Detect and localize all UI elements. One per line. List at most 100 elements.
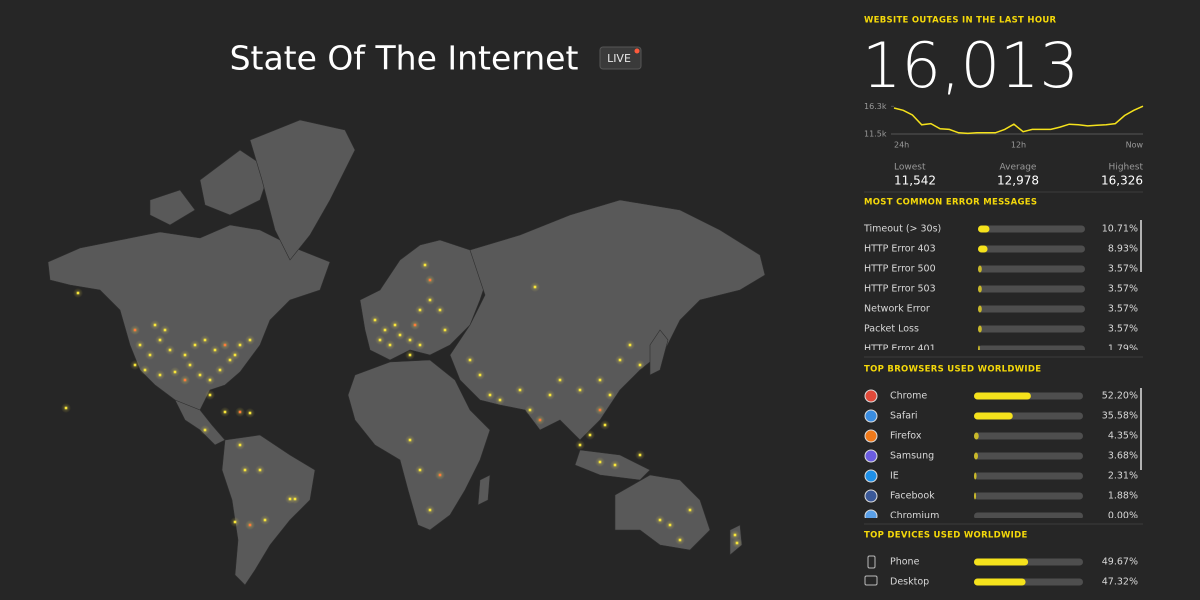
outage-dot bbox=[238, 410, 242, 414]
row-value: 8.93% bbox=[1108, 244, 1138, 255]
bar bbox=[978, 325, 982, 333]
bar bbox=[978, 225, 990, 233]
outage-dot bbox=[373, 318, 377, 322]
outage-dot bbox=[678, 538, 682, 542]
list-row[interactable]: Timeout (> 30s) 10.71% bbox=[863, 224, 1138, 235]
outage-dot bbox=[428, 278, 432, 282]
device-icon bbox=[867, 555, 876, 569]
list-row[interactable]: Safari 35.58% bbox=[864, 409, 1138, 423]
error-list[interactable]: Timeout (> 30s) 10.71% HTTP Error 403 8.93%… bbox=[863, 224, 1138, 355]
outage-dot bbox=[668, 523, 672, 527]
outage-dot bbox=[413, 323, 417, 327]
side-panel: WEBSITE OUTAGES IN THE LAST HOUR 16,013 … bbox=[862, 16, 1143, 588]
outage-dot bbox=[558, 378, 562, 382]
list-row[interactable]: Network Error 3.57% bbox=[864, 304, 1138, 315]
outage-dot bbox=[148, 353, 152, 357]
outage-dot bbox=[538, 418, 542, 422]
row-value: 3.57% bbox=[1108, 264, 1138, 275]
outage-dot bbox=[613, 463, 617, 467]
north-america bbox=[47, 224, 331, 416]
list-row[interactable]: Phone 49.67% bbox=[867, 555, 1138, 569]
outage-dot bbox=[443, 328, 447, 332]
bar bbox=[974, 432, 979, 440]
row-value: 1.79% bbox=[1108, 344, 1138, 355]
section-heading: WEBSITE OUTAGES IN THE LAST HOUR bbox=[864, 16, 1057, 26]
outage-dot bbox=[203, 338, 207, 342]
live-badge bbox=[599, 46, 642, 70]
row-label: Desktop bbox=[890, 577, 929, 588]
list-row[interactable]: HTTP Error 500 3.57% bbox=[864, 264, 1138, 275]
world-map bbox=[47, 119, 766, 586]
outage-dot bbox=[408, 338, 412, 342]
list-row[interactable]: HTTP Error 403 8.93% bbox=[864, 244, 1138, 255]
bar bbox=[974, 452, 979, 460]
outage-dot bbox=[248, 411, 252, 415]
japan bbox=[649, 329, 669, 376]
page-title: State Of The Internet bbox=[230, 39, 579, 78]
list-row[interactable]: Desktop 47.32% bbox=[864, 575, 1138, 588]
bar bbox=[978, 305, 982, 313]
outage-dot bbox=[548, 393, 552, 397]
outage-dot bbox=[208, 393, 212, 397]
outage-dot bbox=[393, 323, 397, 327]
outage-dot bbox=[598, 408, 602, 412]
australia bbox=[614, 474, 711, 551]
outage-dot bbox=[638, 363, 642, 367]
outage-dot bbox=[598, 378, 602, 382]
list-row[interactable]: Chromium 0.00% bbox=[864, 509, 1138, 522]
outage-dot bbox=[478, 373, 482, 377]
outage-dot bbox=[618, 358, 622, 362]
y-tick-label: 16.3k bbox=[864, 102, 887, 111]
section-heading: TOP BROWSERS USED WORLDWIDE bbox=[864, 365, 1041, 375]
list-row[interactable]: Samsung 3.68% bbox=[864, 449, 1138, 463]
bar-track bbox=[974, 472, 1083, 480]
row-label: Facebook bbox=[890, 491, 935, 502]
bar bbox=[974, 392, 1031, 400]
device-list[interactable]: Phone 49.67% Desktop 47.32% bbox=[864, 555, 1138, 588]
outage-dot bbox=[183, 353, 187, 357]
outage-dot bbox=[238, 443, 242, 447]
row-value: 49.67% bbox=[1102, 557, 1138, 568]
row-label: Firefox bbox=[890, 431, 922, 442]
outage-dot bbox=[733, 533, 737, 537]
list-row[interactable]: HTTP Error 401 1.79% bbox=[864, 344, 1138, 355]
bar bbox=[978, 285, 982, 293]
bar-track bbox=[974, 492, 1083, 500]
list-row[interactable]: Chrome 52.20% bbox=[864, 389, 1138, 403]
outage-dot bbox=[578, 443, 582, 447]
outage-dot bbox=[588, 433, 592, 437]
sparkline: 16.3k 11.5k 24h 12h Now bbox=[864, 102, 1143, 150]
row-value: 0.00% bbox=[1108, 511, 1138, 522]
outage-dot bbox=[183, 378, 187, 382]
browser-icon bbox=[864, 489, 878, 503]
outage-dot bbox=[263, 518, 267, 522]
outage-dot bbox=[193, 343, 197, 347]
outage-dot bbox=[133, 363, 137, 367]
outage-dot bbox=[158, 373, 162, 377]
browser-list[interactable]: Chrome 52.20% Safari 35.58% Firefox 4.35% Sams… bbox=[864, 389, 1138, 522]
madagascar bbox=[477, 474, 491, 506]
list-row[interactable]: IE 2.31% bbox=[864, 469, 1138, 483]
south-america bbox=[221, 434, 316, 586]
list-row[interactable]: Facebook 1.88% bbox=[864, 489, 1138, 503]
list-row[interactable]: HTTP Error 503 3.57% bbox=[864, 284, 1138, 295]
bar-track bbox=[978, 325, 1085, 333]
outage-total: 16,013 bbox=[862, 29, 1079, 102]
bar bbox=[974, 472, 977, 480]
bar bbox=[978, 245, 988, 253]
row-label: Safari bbox=[890, 411, 918, 422]
row-value: 1.88% bbox=[1108, 491, 1138, 502]
africa bbox=[347, 359, 491, 531]
outage-dot bbox=[163, 328, 167, 332]
bar bbox=[978, 265, 982, 273]
outage-dot bbox=[198, 373, 202, 377]
outage-dot bbox=[293, 497, 297, 501]
row-value: 3.57% bbox=[1108, 304, 1138, 315]
list-row[interactable]: Firefox 4.35% bbox=[864, 429, 1138, 443]
greenland bbox=[249, 119, 356, 261]
bar-track bbox=[974, 512, 1083, 518]
row-value: 3.57% bbox=[1108, 324, 1138, 335]
list-row[interactable]: Packet Loss 3.57% bbox=[864, 324, 1138, 335]
outage-dot bbox=[608, 393, 612, 397]
outage-dot bbox=[258, 468, 262, 472]
